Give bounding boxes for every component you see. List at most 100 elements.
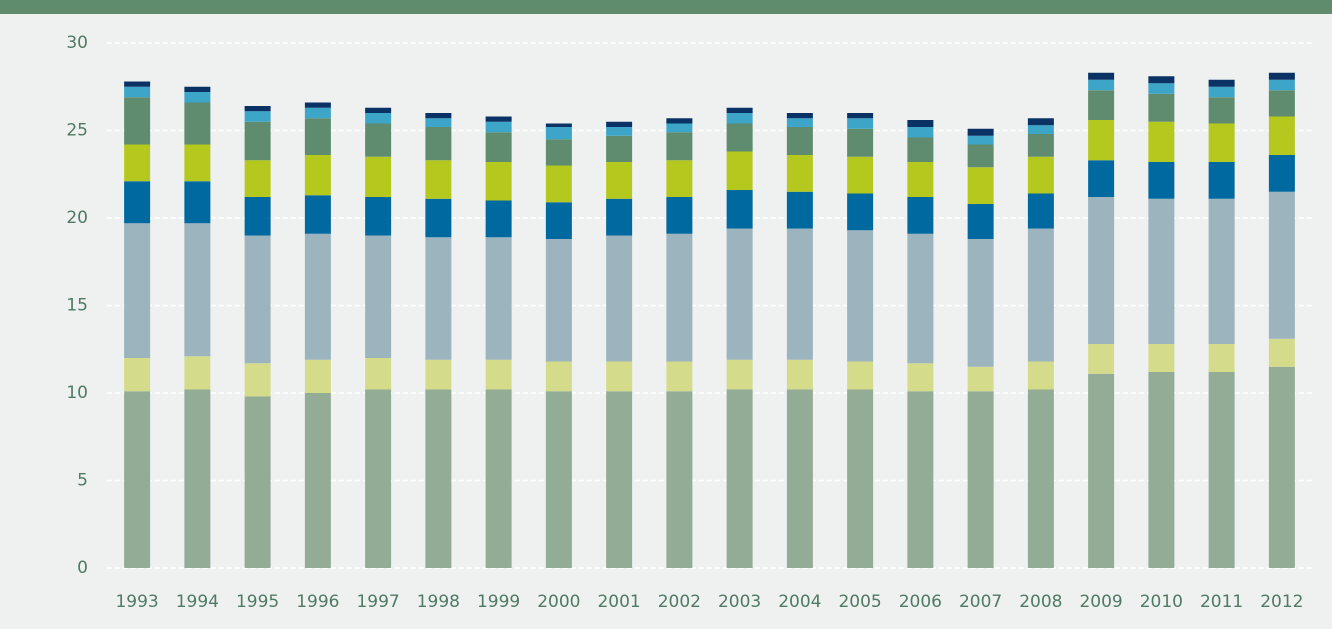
bar-segment: [485, 237, 512, 360]
bar-segment: [1268, 155, 1295, 192]
bar-segment: [244, 235, 271, 364]
bar-segment: [365, 235, 392, 358]
bar-segment: [907, 197, 934, 234]
bar-segment: [1027, 118, 1054, 126]
y-tick-label: 15: [66, 296, 88, 316]
bar-segment: [666, 391, 693, 568]
bar-segment: [606, 135, 633, 162]
bar-segment: [184, 102, 211, 145]
bar-segment: [1208, 97, 1235, 124]
bar-segment: [425, 389, 452, 568]
bar-segment: [485, 132, 512, 162]
bar-segment: [244, 160, 271, 197]
bar-segment: [967, 128, 994, 136]
bar-segment: [847, 230, 874, 362]
bar-segment: [545, 127, 572, 140]
bar-segment: [967, 366, 994, 392]
bar-segment: [967, 144, 994, 168]
bar-segment: [907, 391, 934, 568]
bar-segment: [786, 191, 813, 229]
bar-segment: [1088, 344, 1115, 374]
bar-segment: [365, 197, 392, 236]
bar-segment: [907, 137, 934, 162]
bar-segment: [1148, 162, 1175, 199]
top-band: [0, 0, 1332, 14]
bar-segment: [1268, 366, 1295, 568]
bar-segment: [545, 239, 572, 362]
bar-segment: [485, 121, 512, 133]
bar-segment: [1027, 228, 1054, 362]
x-tick-label: 1994: [176, 592, 219, 612]
bar-segment: [786, 359, 813, 390]
bar-segment: [1148, 372, 1175, 568]
y-tick-label: 10: [66, 383, 88, 403]
bar-segment: [786, 113, 813, 119]
bar-segment: [545, 123, 572, 127]
bar-segment: [425, 198, 452, 238]
x-tick-label: 2008: [1019, 592, 1062, 612]
bar-segment: [124, 81, 151, 87]
bar-segment: [184, 389, 211, 568]
bar-segment: [847, 113, 874, 119]
bar-segment: [786, 228, 813, 360]
bar-segment: [244, 111, 271, 122]
bar-segment: [365, 113, 392, 124]
bar-segment: [545, 391, 572, 568]
x-tick-label: 1997: [356, 592, 399, 612]
bar-segment: [726, 359, 753, 390]
bar-segment: [1148, 121, 1175, 162]
y-tick-label: 5: [77, 471, 88, 491]
bar-segment: [967, 239, 994, 367]
bar-segment: [1208, 162, 1235, 199]
x-tick-label: 1995: [236, 592, 279, 612]
bar-segment: [425, 127, 452, 161]
bar-segment: [184, 92, 211, 103]
bar-segment: [1208, 198, 1235, 344]
bar-segment: [365, 358, 392, 390]
bar-segment: [425, 160, 452, 199]
bar-segment: [847, 361, 874, 390]
bar-segment: [545, 165, 572, 203]
x-tick-label: 2006: [899, 592, 942, 612]
x-tick-label: 2011: [1200, 592, 1243, 612]
y-tick-label: 30: [66, 33, 88, 53]
bar-segment: [1208, 79, 1235, 87]
bar-segment: [666, 160, 693, 197]
bar-segment: [1148, 93, 1175, 122]
bar-segment: [1268, 72, 1295, 80]
bar-segment: [666, 123, 693, 133]
bar-segment: [184, 223, 211, 357]
bar-segment: [425, 237, 452, 360]
bar-segment: [726, 113, 753, 124]
bar-segment: [244, 106, 271, 112]
x-tick-label: 2009: [1079, 592, 1122, 612]
bar-segment: [485, 200, 512, 238]
bar-segment: [365, 156, 392, 197]
bar-segment: [244, 121, 271, 161]
bar-segment: [485, 359, 512, 390]
bar-segment: [1027, 389, 1054, 568]
bar-segment: [365, 107, 392, 113]
bar-segment: [184, 181, 211, 224]
bar-segment: [1027, 125, 1054, 134]
bar-segment: [365, 123, 392, 157]
bar-segment: [1088, 120, 1115, 161]
bar-segment: [485, 116, 512, 122]
x-tick-label: 1996: [296, 592, 339, 612]
bar-segment: [907, 127, 934, 138]
bar-segment: [304, 118, 331, 155]
bar-segment: [1208, 372, 1235, 568]
bar-segment: [666, 233, 693, 362]
bar-segment: [1088, 90, 1115, 120]
bar-segment: [726, 389, 753, 568]
bar-segment: [545, 202, 572, 239]
y-tick-label: 20: [66, 208, 88, 228]
bar-segment: [1208, 123, 1235, 162]
bar-segment: [726, 151, 753, 190]
bar-segment: [1208, 86, 1235, 98]
bar-segment: [1088, 72, 1115, 80]
bar-segment: [1088, 373, 1115, 568]
bar-segment: [1148, 83, 1175, 94]
bar-segment: [485, 162, 512, 201]
bar-segment: [847, 118, 874, 129]
